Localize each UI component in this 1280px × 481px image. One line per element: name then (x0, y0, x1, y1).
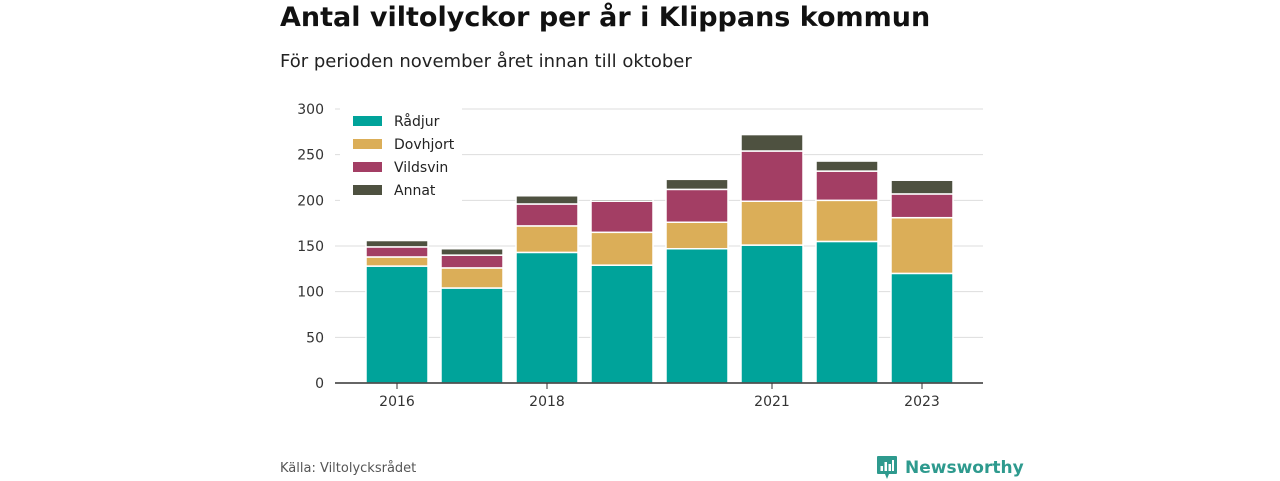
bar-dovhjort-2016 (365, 256, 429, 267)
bar-stack-2021 (740, 133, 804, 384)
legend-label-dovhjort: Dovhjort (394, 137, 455, 153)
bar-annat-2022 (815, 160, 879, 172)
bar-dovhjort-2023 (890, 216, 954, 275)
bar-vildsvin-2020 (665, 188, 729, 224)
bar-stack-2022 (815, 160, 879, 384)
bar-dovhjort-2020 (665, 221, 729, 250)
legend-label-annat: Annat (394, 183, 436, 199)
bar-rådjur-2022 (815, 240, 879, 384)
bar-vildsvin-2019 (590, 200, 654, 234)
bar-dovhjort-2017 (440, 267, 504, 289)
bar-stack-2016 (365, 239, 429, 384)
legend-label-rådjur: Rådjur (394, 113, 440, 130)
y-tick-label: 100 (297, 285, 324, 301)
bar-annat-2016 (365, 239, 429, 248)
legend-swatch-annat (353, 185, 382, 195)
legend-swatch-rådjur (353, 116, 382, 126)
y-tick-label: 0 (315, 376, 324, 392)
y-tick-label: 250 (297, 148, 324, 164)
bar-annat-2017 (440, 247, 504, 256)
bar-annat-2023 (890, 179, 954, 195)
bar-rådjur-2021 (740, 244, 804, 384)
bar-dovhjort-2019 (590, 231, 654, 266)
bar-stack-2017 (440, 247, 504, 384)
bars (365, 133, 954, 384)
bar-vildsvin-2022 (815, 170, 879, 202)
bar-dovhjort-2022 (815, 199, 879, 243)
bar-annat-2021 (740, 133, 804, 152)
bar-stack-2020 (665, 178, 729, 384)
y-tick-label: 50 (306, 330, 324, 346)
x-tick-label: 2016 (379, 394, 415, 410)
bar-annat-2018 (515, 195, 579, 205)
bar-annat-2020 (665, 178, 729, 191)
x-tick-label: 2021 (754, 394, 790, 410)
x-tick-label: 2023 (904, 394, 940, 410)
bar-rådjur-2023 (890, 272, 954, 384)
bar-rådjur-2019 (590, 264, 654, 384)
x-tick-label: 2018 (529, 394, 565, 410)
bar-vildsvin-2018 (515, 203, 579, 227)
bar-stack-2018 (515, 195, 579, 384)
bar-annat-2019 (590, 198, 654, 202)
source-note: Källa: Viltolycksrådet (280, 461, 417, 476)
bar-vildsvin-2021 (740, 150, 804, 202)
bar-stack-2019 (590, 198, 654, 384)
newsworthy-logo[interactable]: Newsworthy (876, 455, 1024, 481)
legend-label-vildsvin: Vildsvin (394, 160, 448, 176)
bar-dovhjort-2018 (515, 225, 579, 254)
y-tick-label: 300 (297, 102, 324, 118)
legend-swatch-vildsvin (353, 162, 382, 172)
axes: 0 50 100 150 200 250 300 2016 2018 2021 2023 (297, 102, 983, 410)
bar-rådjur-2018 (515, 251, 579, 384)
bar-rådjur-2017 (440, 287, 504, 384)
chart-subtitle: För perioden november året innan till ok… (280, 51, 692, 72)
legend: Rådjur Dovhjort Vildsvin Annat (340, 106, 462, 202)
brand-name: Newsworthy (905, 458, 1024, 478)
bar-vildsvin-2023 (890, 193, 954, 219)
legend-swatch-dovhjort (353, 139, 382, 149)
y-tick-label: 200 (297, 193, 324, 209)
chart-title: Antal viltolyckor per år i Klippans komm… (280, 2, 931, 33)
bar-dovhjort-2021 (740, 200, 804, 246)
bar-vildsvin-2016 (365, 246, 429, 258)
bar-rådjur-2016 (365, 265, 429, 384)
bar-rådjur-2020 (665, 247, 729, 384)
bar-stack-2023 (890, 179, 954, 384)
y-tick-label: 150 (297, 239, 324, 255)
bar-vildsvin-2017 (440, 254, 504, 269)
newsworthy-logo-icon (877, 456, 897, 479)
